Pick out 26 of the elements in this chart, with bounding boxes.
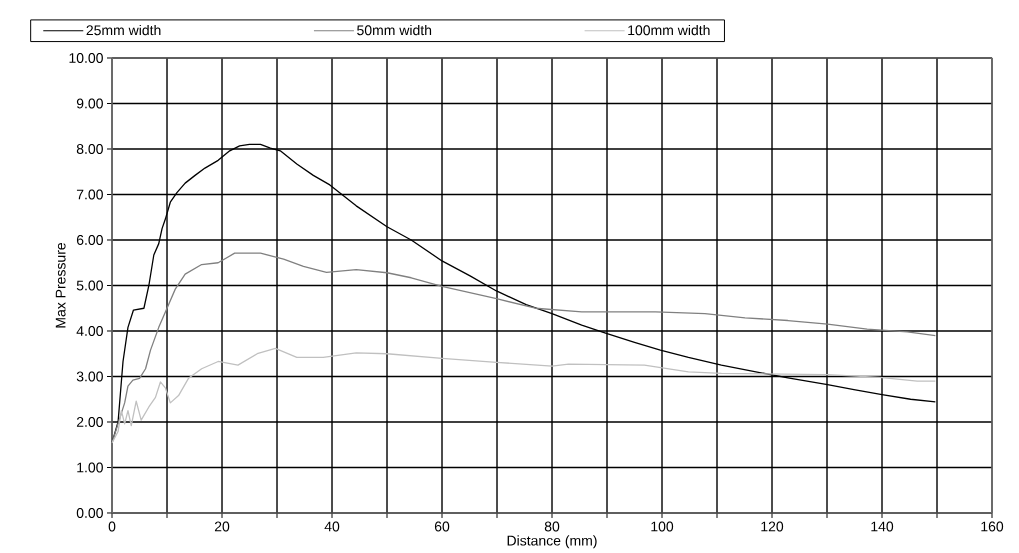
x-tick-label: 20	[214, 521, 230, 532]
x-tick-label: 140	[871, 521, 894, 532]
y-axis-title: Max Pressure	[55, 242, 66, 328]
x-tick-label: 100	[651, 521, 674, 532]
y-tick-label: 10.00	[69, 53, 103, 63]
x-tick-label: 80	[544, 521, 560, 532]
y-tick-label: 6.00	[76, 235, 103, 245]
x-tick-label: 40	[324, 521, 340, 532]
legend-label: 100mm width	[628, 24, 710, 36]
x-tick-label: 60	[434, 521, 450, 532]
y-tick-label: 8.00	[76, 144, 103, 154]
line-series	[111, 347, 936, 444]
x-tick-label: 120	[761, 521, 784, 532]
y-tick-label: 2.00	[76, 417, 103, 427]
y-tick-label: 7.00	[76, 189, 103, 200]
y-tick-label: 4.00	[76, 326, 103, 336]
x-tick-label: 160	[981, 521, 1004, 532]
y-tick-label: 9.00	[76, 98, 103, 109]
legend-label: 50mm width	[357, 24, 432, 36]
legend-label: 25mm width	[86, 24, 161, 36]
y-tick-label: 5.00	[76, 280, 103, 291]
x-tick-label: 0	[108, 521, 116, 532]
y-tick-label: 0.00	[76, 508, 103, 518]
y-tick-label: 1.00	[77, 462, 103, 473]
x-axis-title: Distance (mm)	[507, 535, 597, 549]
y-tick-label: 3.00	[76, 371, 103, 382]
